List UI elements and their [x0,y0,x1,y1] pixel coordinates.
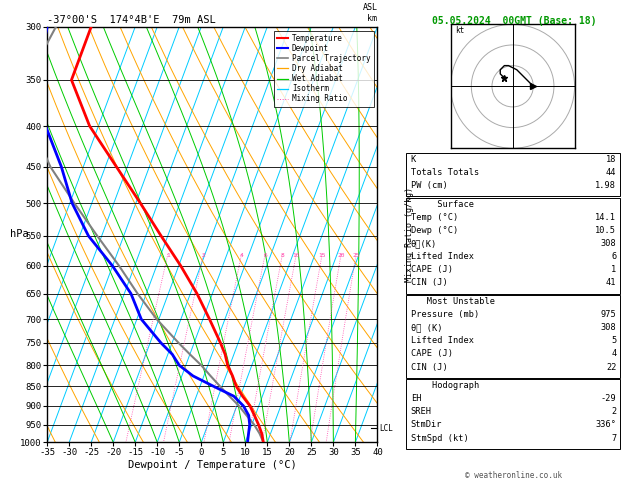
Text: Mixing Ratio (g/kg): Mixing Ratio (g/kg) [406,187,415,282]
Text: StmDir: StmDir [411,420,442,430]
Text: 20: 20 [337,253,345,259]
Text: ASL: ASL [362,3,377,12]
Text: 15: 15 [318,253,326,259]
Text: Pressure (mb): Pressure (mb) [411,310,479,319]
Text: 14.1: 14.1 [596,213,616,222]
Text: 10.5: 10.5 [596,226,616,235]
Text: LCL: LCL [380,424,394,433]
Text: 336°: 336° [596,420,616,430]
Text: 1: 1 [611,265,616,275]
Text: © weatheronline.co.uk: © weatheronline.co.uk [465,471,562,480]
Text: Lifted Index: Lifted Index [411,252,474,261]
Text: 10: 10 [292,253,300,259]
Text: 2: 2 [611,407,616,417]
Text: km: km [367,14,377,22]
Text: 4: 4 [611,349,616,359]
Text: kt: kt [455,26,464,35]
Text: 308: 308 [601,323,616,332]
Text: 41: 41 [606,278,616,288]
X-axis label: Dewpoint / Temperature (°C): Dewpoint / Temperature (°C) [128,460,297,469]
Text: 6: 6 [611,252,616,261]
Text: CIN (J): CIN (J) [411,278,447,288]
Text: Totals Totals: Totals Totals [411,168,479,177]
Text: -29: -29 [601,394,616,403]
Text: Lifted Index: Lifted Index [411,336,474,346]
Text: 6: 6 [263,253,267,259]
Text: Most Unstable: Most Unstable [411,297,495,306]
Text: 5: 5 [611,336,616,346]
Text: CAPE (J): CAPE (J) [411,265,453,275]
Text: Surface: Surface [411,200,474,209]
Text: 1: 1 [166,253,170,259]
Text: 4: 4 [240,253,243,259]
Text: 2: 2 [201,253,205,259]
Text: 44: 44 [606,168,616,177]
Text: 975: 975 [601,310,616,319]
Text: Dewp (°C): Dewp (°C) [411,226,458,235]
Text: 18: 18 [606,155,616,164]
Text: θᴄ (K): θᴄ (K) [411,323,442,332]
Text: 22: 22 [606,363,616,372]
Text: CIN (J): CIN (J) [411,363,447,372]
Text: CAPE (J): CAPE (J) [411,349,453,359]
Text: θᴄ(K): θᴄ(K) [411,239,437,248]
Text: -37°00'S  174°4B'E  79m ASL: -37°00'S 174°4B'E 79m ASL [47,15,216,25]
Text: SREH: SREH [411,407,431,417]
Text: 7: 7 [611,434,616,443]
Legend: Temperature, Dewpoint, Parcel Trajectory, Dry Adiabat, Wet Adiabat, Isotherm, Mi: Temperature, Dewpoint, Parcel Trajectory… [274,31,374,106]
Text: 25: 25 [352,253,360,259]
Text: Hodograph: Hodograph [411,381,479,390]
Text: Temp (°C): Temp (°C) [411,213,458,222]
Text: K: K [411,155,416,164]
Text: 1.98: 1.98 [596,181,616,191]
Text: 8: 8 [281,253,284,259]
Text: PW (cm): PW (cm) [411,181,447,191]
Text: 05.05.2024  00GMT (Base: 18): 05.05.2024 00GMT (Base: 18) [431,16,596,26]
Text: EH: EH [411,394,421,403]
Text: 308: 308 [601,239,616,248]
Text: hPa: hPa [9,229,28,240]
Text: StmSpd (kt): StmSpd (kt) [411,434,469,443]
